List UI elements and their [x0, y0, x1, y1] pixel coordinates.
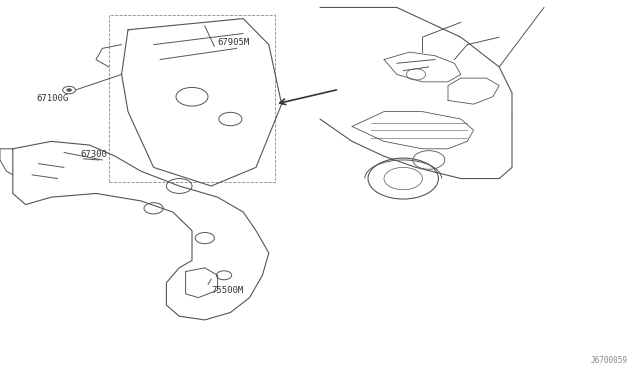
Text: 67905M: 67905M — [218, 38, 250, 46]
Text: 75500M: 75500M — [211, 286, 243, 295]
Circle shape — [67, 89, 72, 92]
Text: 67100G: 67100G — [36, 94, 68, 103]
Text: J6700059: J6700059 — [590, 356, 627, 365]
Text: 67300: 67300 — [80, 150, 107, 159]
